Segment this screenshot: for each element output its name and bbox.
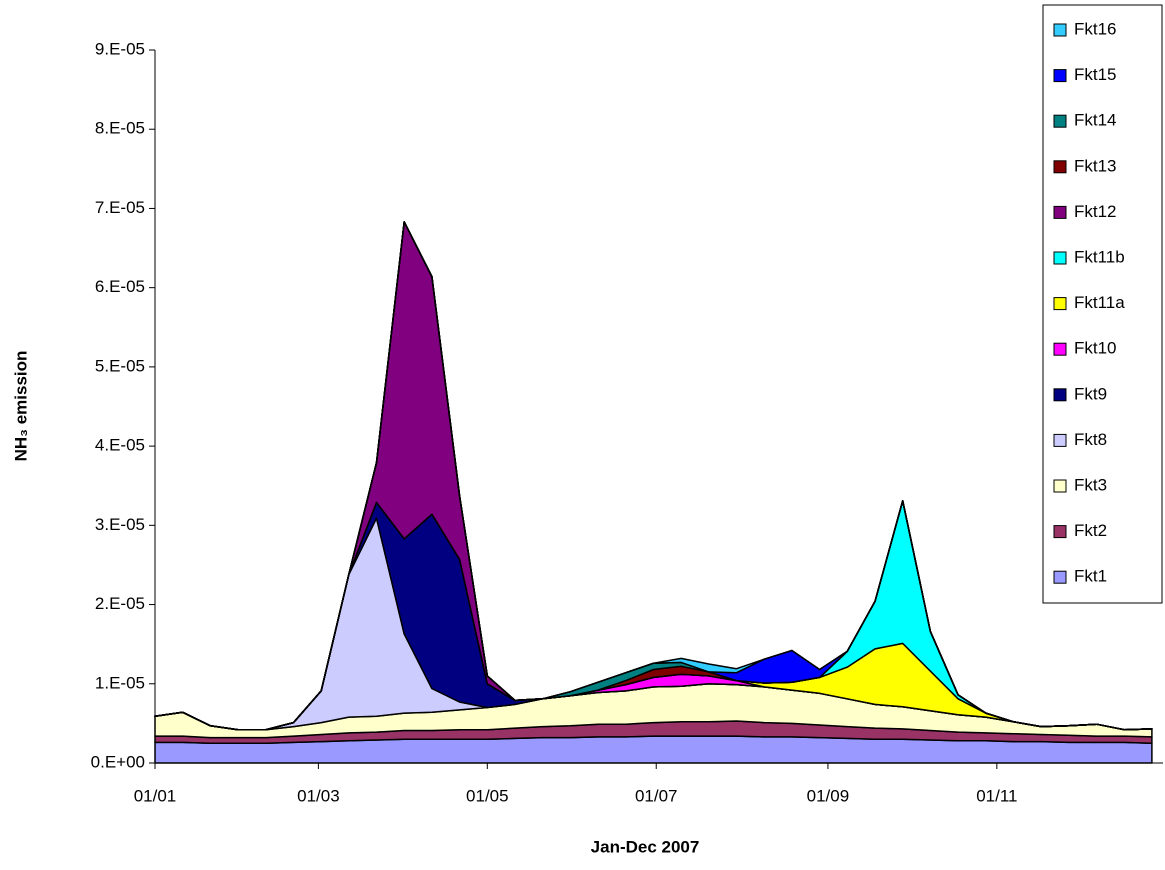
legend-swatch — [1053, 525, 1067, 539]
legend-swatch — [1053, 342, 1067, 356]
y-tick-label: 5.E-05 — [95, 356, 145, 375]
area — [154, 221, 1153, 731]
y-tick-label: 8.E-05 — [95, 119, 145, 138]
legend-swatch — [1053, 570, 1067, 584]
legend-label: Fkt14 — [1074, 111, 1117, 130]
legend-label: Fkt11a — [1074, 293, 1125, 312]
legend-label: Fkt3 — [1074, 475, 1107, 494]
x-tick-label: 01/09 — [807, 786, 850, 805]
y-tick-label: 4.E-05 — [95, 436, 145, 455]
y-tick-label: 9.E-05 — [95, 39, 145, 58]
y-tick-label: 1.E-05 — [95, 673, 145, 692]
x-tick-label: 01/11 — [976, 786, 1017, 805]
legend-swatch — [1053, 433, 1067, 447]
x-tick-label: 01/03 — [297, 786, 340, 805]
y-tick-label: 7.E-05 — [95, 198, 145, 217]
y-tick-label: 2.E-05 — [95, 594, 145, 613]
legend-swatch — [1053, 69, 1067, 83]
x-tick-label: 01/07 — [635, 786, 678, 805]
y-tick-label: 0.E+00 — [91, 752, 145, 771]
x-tick-label: 01/05 — [466, 786, 509, 805]
legend-label: Fkt16 — [1074, 19, 1117, 38]
area — [154, 221, 1153, 731]
area — [154, 221, 1153, 731]
legend-label: Fkt10 — [1074, 339, 1117, 358]
area — [154, 221, 1153, 731]
legend-label: Fkt8 — [1074, 430, 1107, 449]
legend-label: Fkt11b — [1074, 247, 1125, 266]
legend-swatch — [1053, 114, 1067, 128]
legend-label: Fkt1 — [1074, 567, 1107, 586]
legend-swatch — [1053, 205, 1067, 219]
y-tick-label: 3.E-05 — [95, 515, 145, 534]
x-tick-label: 01/01 — [134, 786, 177, 805]
legend-swatch — [1053, 388, 1067, 402]
area — [154, 221, 1153, 731]
y-tick-label: 6.E-05 — [95, 277, 145, 296]
x-axis-title: Jan-Dec 2007 — [591, 837, 700, 856]
legend-swatch — [1053, 160, 1067, 174]
legend-label: Fkt2 — [1074, 521, 1107, 540]
legend-label: Fkt15 — [1074, 65, 1117, 84]
legend-label: Fkt12 — [1074, 202, 1117, 221]
legend-swatch — [1053, 479, 1067, 493]
legend-label: Fkt13 — [1074, 156, 1117, 175]
legend-swatch — [1053, 23, 1067, 37]
legend-label: Fkt9 — [1074, 384, 1107, 403]
legend-swatch — [1053, 297, 1067, 311]
legend-swatch — [1053, 251, 1067, 265]
y-axis-title: NH₃ emission — [11, 351, 30, 462]
